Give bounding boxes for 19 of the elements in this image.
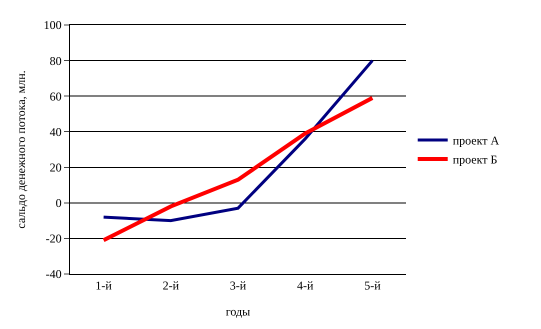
line-series <box>102 59 374 222</box>
x-tick-label: 4-й <box>296 278 314 292</box>
y-tick-label: -20 <box>46 232 62 246</box>
x-tick-label: 5-й <box>364 278 382 292</box>
x-tick-label: 1-й <box>95 278 112 292</box>
legend-label: проект Б <box>452 152 498 167</box>
y-tick-label: 60 <box>50 89 62 104</box>
y-axis-title: сальдо денежного потока, млн. <box>14 70 28 229</box>
y-tick-label: 80 <box>50 54 62 68</box>
y-tick-label: 0 <box>56 196 62 210</box>
y-tick-label: 20 <box>50 160 62 174</box>
y-tick-label: 40 <box>50 124 62 139</box>
x-tick-label: 3-й <box>230 278 247 292</box>
y-tick-label: -40 <box>46 267 62 282</box>
x-axis-title: годы <box>226 304 250 318</box>
x-tick-label: 2-й <box>162 278 180 292</box>
y-tick-label: 100 <box>44 18 62 32</box>
legend-label: проект А <box>452 134 500 148</box>
line-series <box>102 96 374 242</box>
